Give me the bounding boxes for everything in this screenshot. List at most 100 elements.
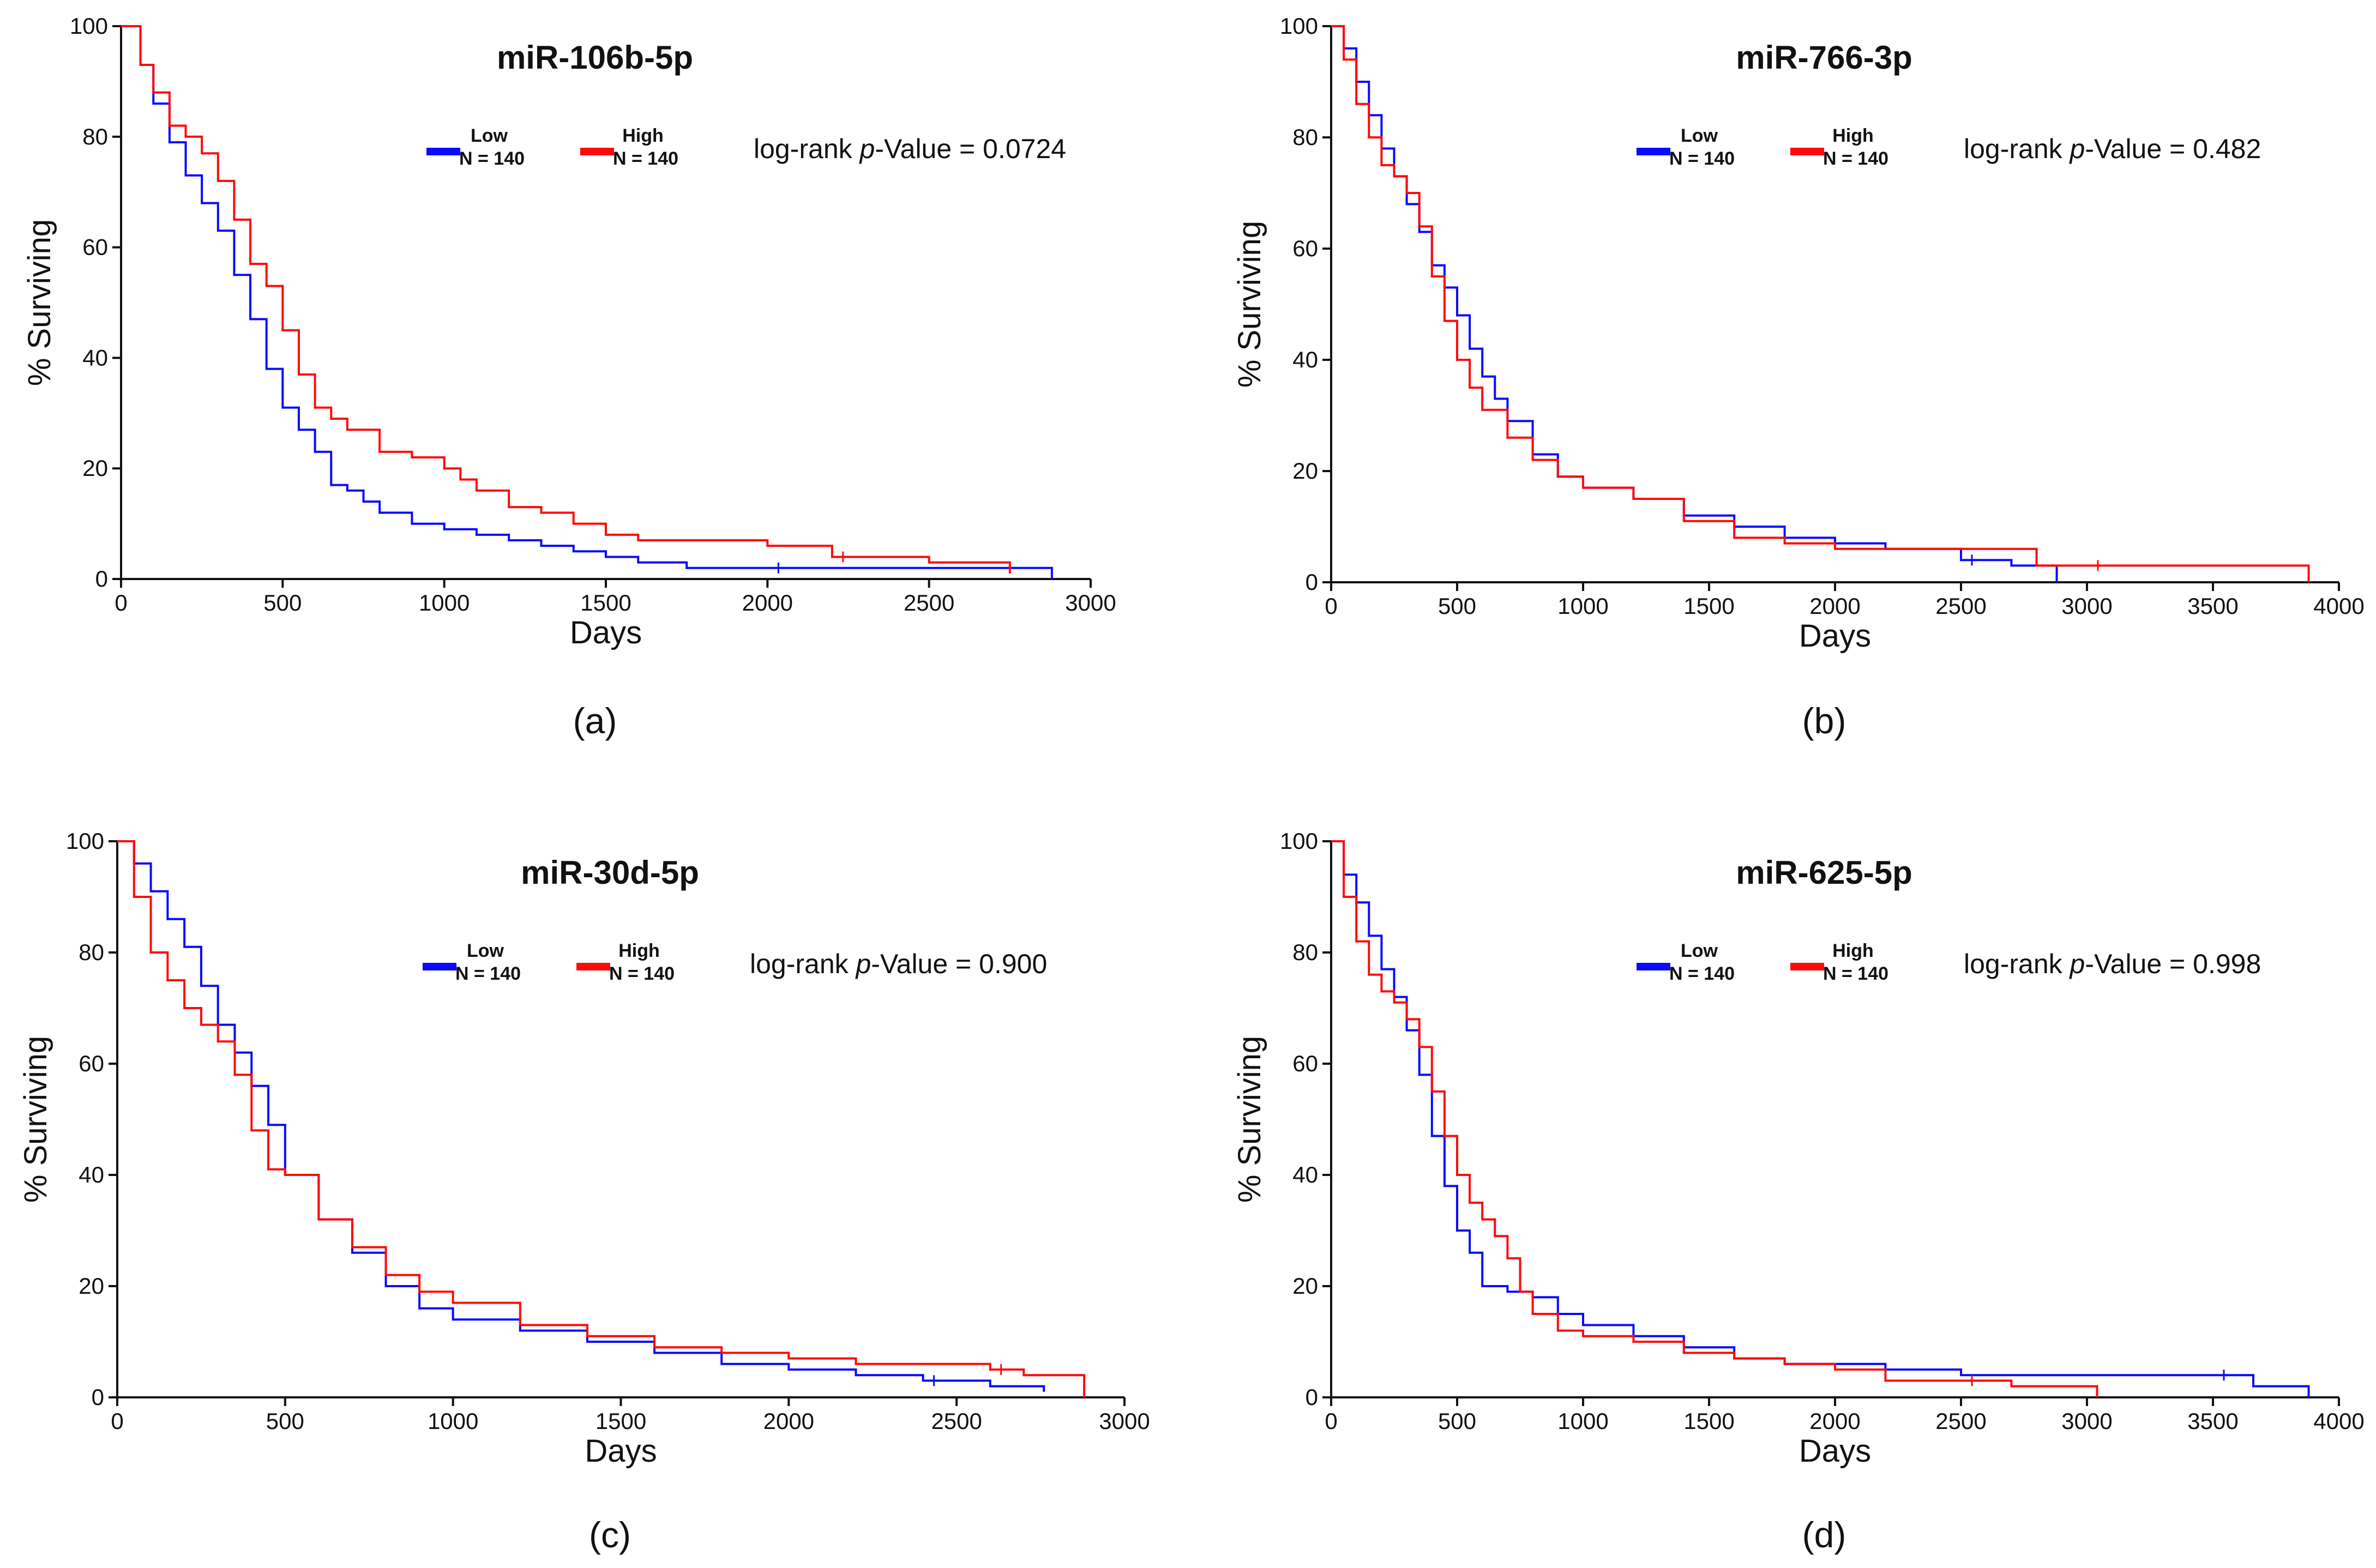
survival-curve-low — [1331, 25, 2058, 582]
x-tick-label: 4000 — [2313, 1408, 2364, 1434]
pvalue-prefix: log-rank — [754, 134, 860, 164]
x-tick-label: 3000 — [2061, 593, 2112, 619]
x-tick-label: 4000 — [2313, 593, 2364, 619]
x-tick-label: 500 — [266, 1408, 304, 1434]
survival-curve-high — [1331, 25, 2310, 582]
y-tick-label: 40 — [1292, 347, 1318, 372]
legend-label-high: High — [1832, 940, 1874, 961]
panel-label: (c) — [589, 1515, 631, 1555]
y-tick-label: 80 — [1292, 124, 1318, 150]
x-tick-label: 2000 — [763, 1408, 814, 1434]
y-tick-label: 40 — [82, 345, 108, 370]
y-tick-label: 60 — [82, 234, 108, 260]
y-tick-label: 60 — [1292, 236, 1318, 261]
legend-count-low: N = 140 — [459, 148, 525, 169]
y-tick-label: 0 — [1306, 1384, 1318, 1410]
y-tick-label: 60 — [1292, 1051, 1318, 1076]
x-tick-label: 1500 — [1683, 593, 1734, 619]
chart-title: miR-766-3p — [1736, 39, 1912, 76]
x-axis-label: Days — [570, 615, 642, 650]
y-tick-label: 40 — [1292, 1162, 1318, 1187]
x-tick-label: 500 — [1438, 1408, 1476, 1434]
pvalue-annotation: log-rank p-Value = 0.900 — [750, 949, 1047, 979]
legend-count-high: N = 140 — [1823, 963, 1888, 984]
legend-label-low: Low — [467, 940, 504, 961]
survival-chart-c: 0 20 40 60 80 100 0 500 1000 1500 2000 2500 3000 Days… — [0, 784, 1188, 1568]
legend-count-low: N = 140 — [1669, 963, 1735, 984]
x-tick-label: 0 — [1325, 593, 1337, 619]
x-tick-label: 1500 — [580, 590, 631, 616]
y-tick-label: 0 — [95, 566, 108, 592]
y-tick-label: 60 — [79, 1051, 104, 1076]
pvalue-prefix: log-rank — [1964, 949, 2070, 979]
survival-chart-a: 0 20 40 60 80 100 0 500 1000 1500 2000 2500 3000 Days… — [0, 0, 1188, 784]
survival-curve-low — [117, 840, 1045, 1392]
legend-count-high: N = 140 — [613, 148, 678, 169]
y-tick-label: 100 — [1280, 828, 1318, 854]
x-tick-label: 1000 — [428, 1408, 478, 1434]
panel-label: (b) — [1802, 701, 1846, 741]
legend-count-high: N = 140 — [1823, 148, 1888, 169]
y-tick-label: 80 — [79, 939, 104, 965]
chart-title: miR-106b-5p — [497, 39, 693, 76]
y-tick-label: 80 — [1292, 939, 1318, 965]
x-tick-label: 2000 — [742, 590, 793, 616]
panel-label: (d) — [1802, 1515, 1846, 1555]
pvalue-suffix: -Value = 0.900 — [871, 949, 1047, 979]
y-axis-label: % Surviving — [22, 219, 57, 386]
chart-title: miR-30d-5p — [521, 854, 699, 891]
x-tick-label: 0 — [111, 1408, 123, 1434]
y-axis-label: % Surviving — [1232, 1036, 1267, 1203]
pvalue-suffix: -Value = 0.0724 — [875, 134, 1066, 164]
x-tick-label: 500 — [263, 590, 302, 616]
x-tick-label: 2000 — [1809, 593, 1860, 619]
survival-chart-d: 0 20 40 60 80 100 0 500 1000 1500 2000 2500 3000 3500… — [1188, 784, 2376, 1568]
x-tick-label: 2500 — [1935, 1408, 1986, 1434]
x-tick-label: 1500 — [1683, 1408, 1734, 1434]
x-axis-label: Days — [1799, 1433, 1871, 1469]
pvalue-italic: p — [859, 134, 875, 164]
x-tick-label: 3000 — [2061, 1408, 2112, 1434]
pvalue-suffix: -Value = 0.482 — [2085, 134, 2261, 164]
x-tick-label: 1000 — [1557, 593, 1608, 619]
pvalue-prefix: log-rank — [750, 949, 856, 979]
y-tick-label: 100 — [66, 828, 104, 854]
y-axis-label: % Surviving — [18, 1036, 53, 1203]
legend-label-high: High — [622, 125, 664, 146]
y-tick-label: 20 — [1292, 458, 1318, 484]
legend-label-low: Low — [471, 125, 508, 146]
x-tick-label: 3500 — [2187, 1408, 2238, 1434]
x-tick-label: 3000 — [1065, 590, 1116, 616]
pvalue-annotation: log-rank p-Value = 0.482 — [1964, 134, 2261, 164]
y-tick-label: 40 — [79, 1162, 104, 1187]
x-tick-label: 0 — [1325, 1408, 1337, 1434]
x-axis-label: Days — [1799, 618, 1871, 654]
y-tick-label: 100 — [70, 13, 108, 39]
pvalue-italic: p — [2069, 949, 2085, 979]
legend-count-low: N = 140 — [1669, 148, 1735, 169]
pvalue-annotation: log-rank p-Value = 0.0724 — [754, 134, 1066, 164]
survival-curve-high — [121, 25, 1011, 574]
pvalue-suffix: -Value = 0.998 — [2085, 949, 2261, 979]
legend-count-high: N = 140 — [609, 963, 675, 984]
survival-curve-high — [1331, 840, 2098, 1397]
survival-curve-high — [117, 840, 1086, 1397]
y-tick-label: 20 — [79, 1273, 104, 1299]
x-tick-label: 1500 — [595, 1408, 646, 1434]
pvalue-italic: p — [855, 949, 871, 979]
legend-count-low: N = 140 — [455, 963, 521, 984]
pvalue-prefix: log-rank — [1964, 134, 2070, 164]
x-tick-label: 3000 — [1099, 1408, 1150, 1434]
y-tick-label: 20 — [1292, 1273, 1318, 1299]
x-tick-label: 2500 — [931, 1408, 982, 1434]
x-tick-label: 1000 — [1557, 1408, 1608, 1434]
chart-title: miR-625-5p — [1736, 854, 1912, 891]
survival-curve-low — [1331, 840, 2310, 1397]
y-tick-label: 0 — [92, 1384, 104, 1410]
panel-label: (a) — [573, 701, 617, 741]
y-tick-label: 80 — [82, 124, 108, 149]
x-tick-label: 3500 — [2187, 593, 2238, 619]
